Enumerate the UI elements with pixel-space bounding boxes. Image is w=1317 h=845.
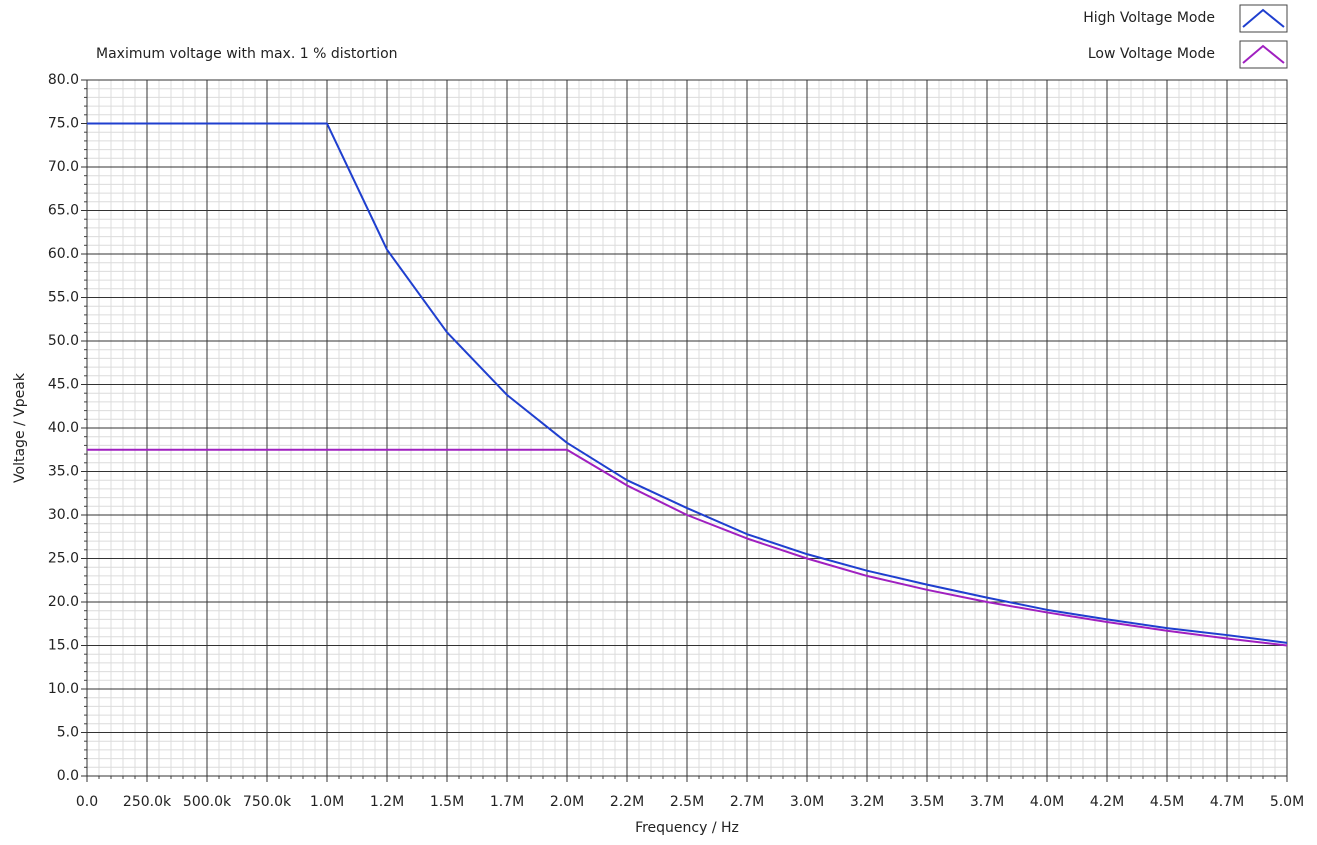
chart-title: Maximum voltage with max. 1 % distortion xyxy=(96,46,398,62)
series-line xyxy=(87,122,1288,644)
x-tick-label: 1.5M xyxy=(430,794,464,810)
legend-label: Low Voltage Mode xyxy=(1088,46,1215,62)
y-tick-label: 35.0 xyxy=(48,464,79,480)
series-line xyxy=(87,448,1288,647)
legend-label: High Voltage Mode xyxy=(1083,10,1215,26)
x-tick-label: 2.0M xyxy=(550,794,584,810)
x-tick-label: 3.2M xyxy=(850,794,884,810)
y-tick-label: 60.0 xyxy=(48,246,79,262)
x-tick-label: 3.0M xyxy=(790,794,824,810)
legend-swatch xyxy=(1242,44,1285,64)
legend-box xyxy=(1239,4,1288,33)
y-tick-label: 20.0 xyxy=(48,594,79,610)
x-tick-label: 500.0k xyxy=(183,794,232,810)
y-tick-label: 5.0 xyxy=(57,725,79,741)
x-tick-label: 2.5M xyxy=(670,794,704,810)
x-tick-label: 2.2M xyxy=(610,794,644,810)
y-tick-label: 75.0 xyxy=(48,116,79,132)
y-tick-label: 55.0 xyxy=(48,290,79,306)
x-tick-label: 4.0M xyxy=(1030,794,1064,810)
y-tick-label: 0.0 xyxy=(57,768,79,784)
y-tick-label: 10.0 xyxy=(48,681,79,697)
x-tick-label: 250.0k xyxy=(123,794,172,810)
plot-frame xyxy=(86,79,1288,777)
x-tick-label: 1.2M xyxy=(370,794,404,810)
x-tick-label: 1.7M xyxy=(490,794,524,810)
y-tick-label: 25.0 xyxy=(48,551,79,567)
y-axis-label: Voltage / Vpeak xyxy=(12,372,28,483)
y-tick-label: 70.0 xyxy=(48,159,79,175)
x-tick-label: 1.0M xyxy=(310,794,344,810)
x-tick-label: 4.7M xyxy=(1210,794,1244,810)
x-tick-label: 4.2M xyxy=(1090,794,1124,810)
y-tick-label: 50.0 xyxy=(48,333,79,349)
y-tick-label: 15.0 xyxy=(48,638,79,654)
x-tick-label: 2.7M xyxy=(730,794,764,810)
y-tick-label: 65.0 xyxy=(48,203,79,219)
x-tick-label: 3.5M xyxy=(910,794,944,810)
legend-box xyxy=(1239,40,1288,69)
x-tick-label: 0.0 xyxy=(76,794,98,810)
x-axis-label: Frequency / Hz xyxy=(635,820,739,836)
y-tick-label: 40.0 xyxy=(48,420,79,436)
x-tick-label: 5.0M xyxy=(1270,794,1304,810)
x-tick-label: 3.7M xyxy=(970,794,1004,810)
y-tick-label: 80.0 xyxy=(48,72,79,88)
y-tick-label: 45.0 xyxy=(48,377,79,393)
x-tick-label: 4.5M xyxy=(1150,794,1184,810)
y-tick-label: 30.0 xyxy=(48,507,79,523)
legend-swatch xyxy=(1242,8,1285,28)
x-tick-label: 750.0k xyxy=(243,794,292,810)
